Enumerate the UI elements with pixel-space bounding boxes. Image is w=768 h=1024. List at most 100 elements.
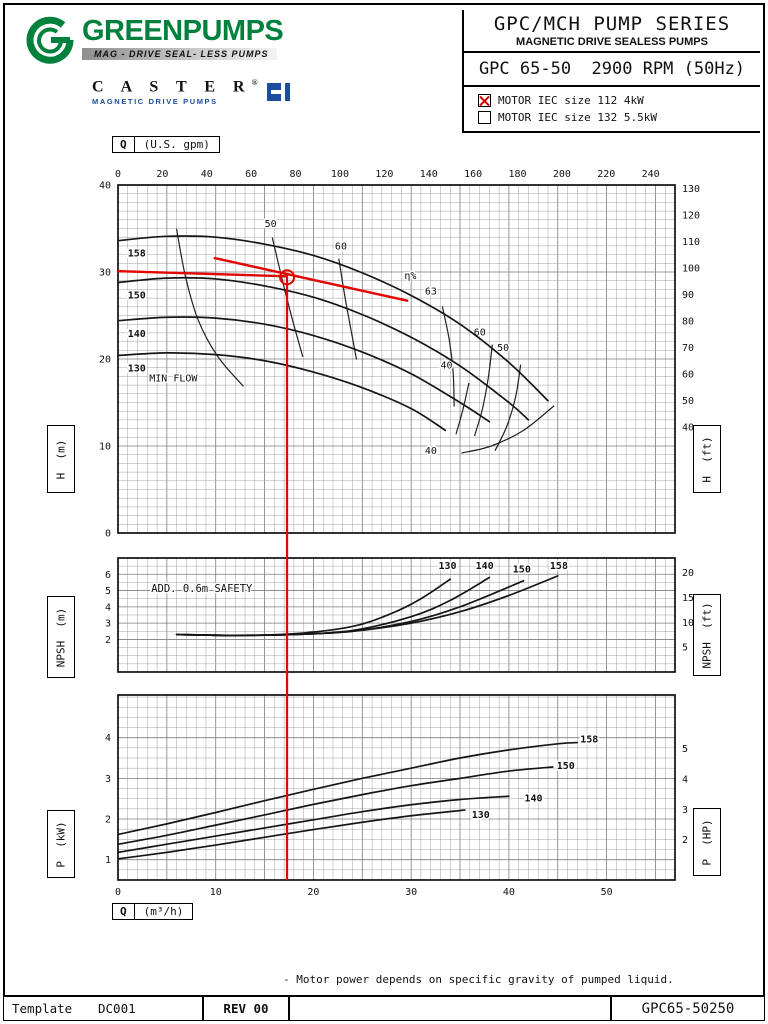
svg-text:10: 10 [210, 887, 222, 898]
template-value: DC001 [98, 1001, 136, 1016]
svg-text:150: 150 [513, 564, 531, 575]
footer-spacer [290, 997, 610, 1020]
svg-text:60: 60 [682, 369, 694, 380]
svg-text:200: 200 [553, 169, 571, 180]
svg-text:140: 140 [525, 794, 543, 805]
svg-text:40: 40 [440, 361, 452, 372]
svg-text:0: 0 [115, 169, 121, 180]
top-axis-symbol: Q [112, 136, 135, 153]
svg-text:40: 40 [99, 181, 111, 192]
npsh-right-axis-label: NPSH (ft) [693, 594, 721, 676]
checkbox-checked-icon [478, 94, 491, 107]
svg-text:220: 220 [597, 169, 615, 180]
svg-text:20: 20 [682, 568, 694, 579]
svg-text:50: 50 [682, 396, 694, 407]
caster-brand-row: C A S T E R® MAGNETIC DRIVE PUMPS [92, 78, 456, 106]
caster-name: C A S T E R [92, 78, 252, 96]
motor-option-label: MOTOR IEC size 112 4kW [498, 94, 644, 107]
svg-text:240: 240 [642, 169, 660, 180]
svg-text:5: 5 [682, 643, 688, 654]
svg-text:158: 158 [580, 735, 598, 746]
svg-text:50: 50 [497, 343, 509, 354]
footnote-line: - Motor power depends on specific gravit… [283, 973, 674, 986]
motor-options: MOTOR IEC size 112 4kW MOTOR IEC size 13… [464, 87, 760, 133]
svg-text:10: 10 [682, 618, 694, 629]
svg-text:15: 15 [682, 593, 694, 604]
svg-text:20: 20 [156, 169, 168, 180]
svg-text:130: 130 [472, 810, 490, 821]
svg-text:30: 30 [405, 887, 417, 898]
registered-mark: ® [251, 78, 258, 87]
greenpumps-logo-icon [26, 16, 74, 64]
svg-text:2: 2 [105, 635, 111, 646]
bottom-axis-symbol: Q [112, 903, 135, 920]
head-left-axis-label: H (m) [47, 425, 75, 493]
svg-text:3: 3 [105, 774, 111, 785]
svg-text:140: 140 [128, 329, 146, 340]
svg-text:120: 120 [375, 169, 393, 180]
svg-text:20: 20 [99, 355, 111, 366]
series-title-section: GPC/MCH PUMP SERIES MAGNETIC DRIVE SEALE… [464, 10, 760, 53]
svg-text:140: 140 [476, 561, 494, 572]
svg-text:60: 60 [335, 241, 347, 252]
bottom-axis-unit-box: Q (m³/h) [112, 903, 194, 920]
svg-text:2: 2 [105, 815, 111, 826]
checkbox-unchecked-icon [478, 111, 491, 124]
template-label: Template [12, 1001, 73, 1016]
top-axis-unit-box: Q (U.S. gpm) [112, 136, 220, 153]
title-block: GPC/MCH PUMP SERIES MAGNETIC DRIVE SEALE… [462, 10, 760, 133]
svg-text:0: 0 [105, 529, 111, 540]
svg-text:10: 10 [99, 442, 111, 453]
svg-text:150: 150 [128, 290, 146, 301]
svg-text:3: 3 [105, 619, 111, 630]
svg-text:40: 40 [682, 422, 694, 433]
svg-text:4: 4 [682, 775, 688, 786]
svg-text:40: 40 [201, 169, 213, 180]
svg-text:150: 150 [557, 761, 575, 772]
svg-text:100: 100 [682, 263, 700, 274]
svg-text:20: 20 [307, 887, 319, 898]
svg-text:1: 1 [105, 855, 111, 866]
svg-text:110: 110 [682, 237, 700, 248]
brand-wordmark: GREENPUMPS [82, 15, 284, 47]
svg-text:80: 80 [290, 169, 302, 180]
svg-text:130: 130 [128, 364, 146, 375]
document-code: GPC65-50250 [610, 997, 764, 1020]
revision-badge: REV 00 [202, 997, 290, 1020]
motor-option-132: MOTOR IEC size 132 5.5kW [478, 111, 756, 124]
svg-text:6: 6 [105, 570, 111, 581]
motor-option-label: MOTOR IEC size 132 5.5kW [498, 111, 657, 124]
caster-subtitle: MAGNETIC DRIVE PUMPS [92, 97, 218, 107]
svg-text:0: 0 [115, 887, 121, 898]
svg-text:158: 158 [550, 561, 568, 572]
series-subtitle: MAGNETIC DRIVE SEALESS PUMPS [516, 36, 708, 48]
svg-text:4: 4 [105, 602, 111, 613]
svg-text:63: 63 [425, 287, 437, 298]
power-right-axis-label: P (HP) [693, 808, 721, 876]
model-line: GPC 65-50 2900 RPM (50Hz) [464, 53, 760, 87]
svg-text:130: 130 [682, 184, 700, 195]
svg-text:80: 80 [682, 316, 694, 327]
svg-text:4: 4 [105, 733, 111, 744]
brand-column: GREENPUMPS MAG - DRIVE SEAL- LESS PUMPS … [26, 16, 456, 106]
power-left-axis-label: P (kW) [47, 810, 75, 878]
svg-text:5: 5 [105, 586, 111, 597]
series-title: GPC/MCH PUMP SERIES [493, 13, 731, 35]
svg-text:140: 140 [420, 169, 438, 180]
svg-text:η%: η% [404, 271, 416, 282]
svg-text:180: 180 [508, 169, 526, 180]
svg-text:70: 70 [682, 343, 694, 354]
svg-text:90: 90 [682, 290, 694, 301]
svg-text:130: 130 [439, 561, 457, 572]
npsh-left-axis-label: NPSH (m) [47, 596, 75, 678]
svg-text:3: 3 [682, 805, 688, 816]
svg-text:2: 2 [682, 835, 688, 846]
top-axis-unit: (U.S. gpm) [134, 136, 220, 153]
svg-text:60: 60 [474, 328, 486, 339]
svg-text:40: 40 [425, 446, 437, 457]
svg-text:50: 50 [265, 219, 277, 230]
motor-option-112: MOTOR IEC size 112 4kW [478, 94, 756, 107]
brand-tagline: MAG - DRIVE SEAL- LESS PUMPS [82, 48, 277, 60]
